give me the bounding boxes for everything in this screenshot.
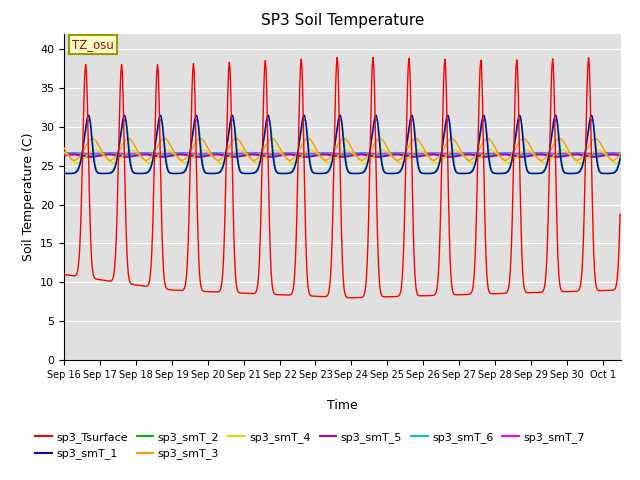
Y-axis label: Soil Temperature (C): Soil Temperature (C) [22,132,35,261]
Title: SP3 Soil Temperature: SP3 Soil Temperature [260,13,424,28]
Legend: sp3_Tsurface, sp3_smT_1, sp3_smT_2, sp3_smT_3, sp3_smT_4, sp3_smT_5, sp3_smT_6, : sp3_Tsurface, sp3_smT_1, sp3_smT_2, sp3_… [31,428,589,464]
Text: TZ_osu: TZ_osu [72,38,114,51]
X-axis label: Time: Time [327,399,358,412]
